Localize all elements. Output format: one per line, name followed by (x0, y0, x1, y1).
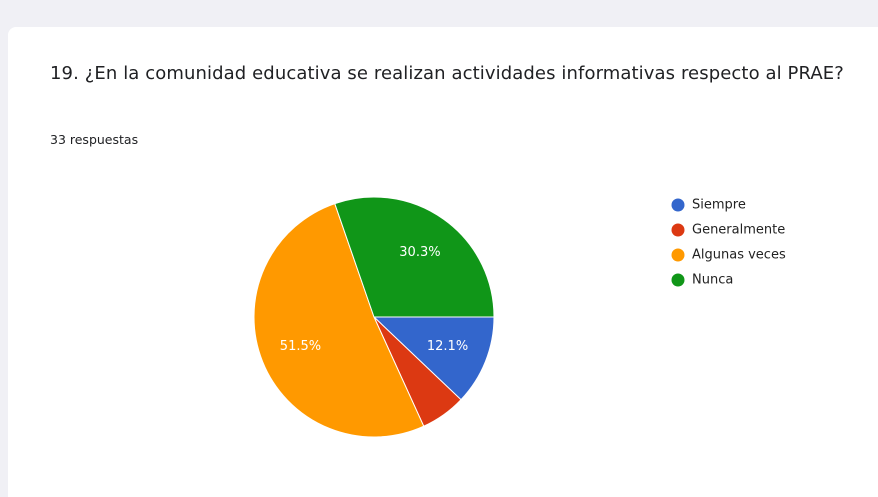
legend-swatch (671, 223, 685, 237)
legend-swatch (671, 273, 685, 287)
page: 19. ¿En la comunidad educativa se realiz… (8, 27, 878, 497)
legend-swatch (671, 248, 685, 262)
response-count: 33 respuestas (50, 132, 139, 147)
chart: 12.1% 51.5% 30.3% Siempre Generalmente Alguna… (253, 196, 786, 438)
slice-label: 30.3% (399, 245, 440, 260)
slice-label: 12.1% (427, 339, 468, 354)
legend-swatch (671, 198, 685, 212)
pie-slice (253, 202, 425, 438)
legend-label: Siempre (692, 198, 746, 213)
legend-label: Generalmente (692, 223, 785, 238)
legend-label: Nunca (692, 273, 733, 288)
chart-title: 19. ¿En la comunidad educativa se realiz… (50, 63, 844, 84)
pie-slice (372, 316, 495, 401)
slice-label: 51.5% (280, 339, 321, 354)
legend-label: Algunas veces (692, 248, 786, 263)
pie-slice (334, 196, 495, 318)
